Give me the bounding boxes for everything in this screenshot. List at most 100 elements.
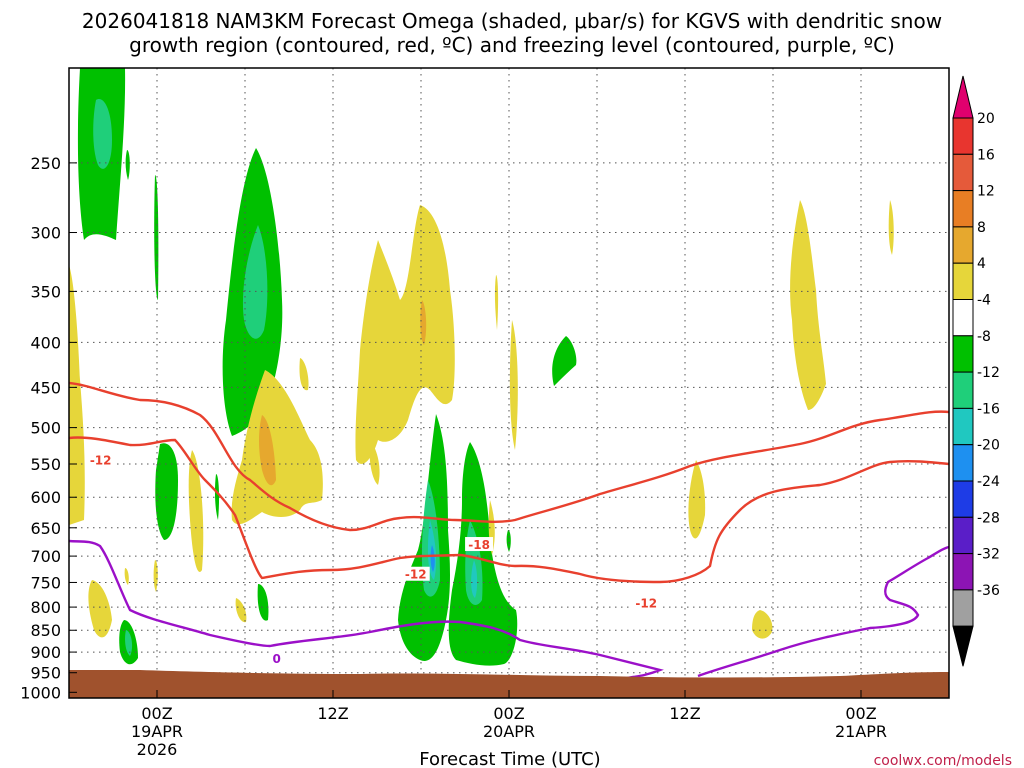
colorbar-label: -24 — [977, 474, 1000, 490]
colorbar-bin — [952, 226, 974, 264]
omega-area-green — [506, 530, 511, 552]
colorbar-label: 8 — [977, 220, 986, 236]
colorbar-bin — [952, 444, 974, 482]
contour-label-bg — [270, 651, 283, 666]
omega-area-teal — [242, 225, 268, 339]
colorbar-label: 20 — [977, 111, 995, 127]
x-tick-label: 2026 — [137, 740, 178, 759]
x-tick-label: 19APR — [131, 722, 183, 741]
omega-area-yellow — [124, 568, 129, 585]
colorbar-top-arrow — [952, 75, 974, 119]
contour-label: -12 — [635, 596, 657, 610]
omega-area-yellow — [231, 370, 323, 525]
gridlines — [69, 68, 949, 698]
omega-area-yellow — [369, 440, 380, 485]
y-axis: 250 300 350 400 450 500 550 600 650 700 750 800 850 9… — [20, 154, 77, 702]
y-tick-label: 300 — [30, 224, 61, 243]
colorbar-bin — [952, 153, 974, 192]
omega-area-yellow — [188, 450, 204, 572]
omega-area-green — [257, 584, 269, 621]
y-tick-label: 350 — [30, 282, 61, 301]
colorbar-bin — [952, 299, 974, 337]
omega-area-yellow — [235, 598, 247, 623]
y-tick-label: 900 — [30, 643, 61, 662]
y-tick-label: 250 — [30, 154, 61, 173]
y-tick-label: 600 — [30, 488, 61, 507]
contour-label: -18 — [468, 538, 490, 552]
y-tick-label: 550 — [30, 455, 61, 474]
omega-area-yellow — [790, 200, 826, 410]
colorbar-bin — [952, 335, 974, 373]
contour-label-bg — [86, 452, 115, 467]
y-tick-label: 850 — [30, 621, 61, 640]
y-tick-label: 500 — [30, 419, 61, 438]
dgz-contour-upper — [69, 381, 949, 532]
omega-area-orange — [259, 415, 276, 486]
omega-area-yellow — [752, 610, 773, 639]
y-tick-label: 650 — [30, 519, 61, 538]
omega-area-green — [214, 474, 220, 520]
dgz-contour-lower — [69, 436, 949, 584]
omega-area-blue — [430, 545, 435, 572]
contour-label-bg — [465, 537, 494, 552]
omega-area-teal — [93, 99, 112, 169]
colorbar-label: -8 — [977, 329, 991, 345]
y-tick-label: 950 — [30, 664, 61, 683]
x-tick-label: 00Z — [493, 704, 524, 723]
omega-area-yellow — [509, 320, 518, 450]
colorbar-bin — [952, 480, 974, 518]
y-tick-label: 750 — [30, 573, 61, 592]
colorbar-label: -36 — [977, 583, 1000, 599]
omega-area-yellow — [494, 275, 499, 330]
omega-area-cyan — [471, 560, 478, 598]
omega-area-yellow — [88, 580, 112, 638]
colorbar-label: -32 — [977, 547, 1000, 563]
x-tick-label: 00Z — [141, 704, 172, 723]
colorbar-bin — [952, 407, 974, 446]
colorbar-label: -16 — [977, 401, 1000, 417]
plot-area: -12 -18 -12 -12 0 — [69, 68, 949, 698]
contour-label: 0 — [273, 652, 281, 666]
contour-label: -12 — [405, 568, 427, 582]
chart-title-line-1: 2026041818 NAM3KM Forecast Omega (shaded… — [82, 9, 942, 33]
freezing-contour-line — [69, 539, 949, 682]
y-tick-label: 450 — [30, 378, 61, 397]
ground-terrain — [69, 670, 949, 698]
y-tick-label: 1000 — [20, 683, 61, 702]
colorbar-bin — [952, 516, 974, 555]
colorbar-bin — [952, 262, 974, 301]
contour-label: -12 — [90, 454, 112, 468]
colorbar-bin — [952, 553, 974, 591]
omega-area-teal — [125, 630, 133, 656]
colorbar-bin — [952, 589, 974, 627]
y-tick-label: 400 — [30, 333, 61, 352]
colorbar-label: -12 — [977, 365, 1000, 381]
x-axis-title: Forecast Time (UTC) — [419, 749, 600, 768]
omega-area-yellow — [299, 358, 309, 391]
colorbar-bin — [952, 371, 974, 409]
omega-area-yellow — [355, 205, 455, 464]
omega-area-green — [448, 442, 518, 666]
colorbar-label: 12 — [977, 184, 995, 200]
omega-area-yellow — [688, 460, 706, 539]
contour-label-bg — [632, 595, 661, 610]
omega-area-green — [552, 336, 577, 386]
colorbar-label: 4 — [977, 256, 986, 272]
colorbar-label: -20 — [977, 438, 1000, 454]
x-tick-label: 20APR — [483, 722, 535, 741]
colorbar: 20 16 12 8 4 -4 -8 -12 -16 -20 -24 -28 -32 -36 — [952, 75, 1000, 667]
omega-area-green — [125, 150, 130, 180]
contour-labels: -12 -18 -12 -12 0 — [86, 452, 661, 666]
x-tick-label: 21APR — [835, 722, 887, 741]
x-tick-label: 00Z — [845, 704, 876, 723]
colorbar-label: -28 — [977, 510, 1000, 526]
colorbar-label: 16 — [977, 147, 995, 163]
freezing-contours — [69, 539, 949, 682]
omega-area-yellow — [888, 200, 894, 255]
colorbar-bin — [952, 190, 974, 228]
x-tick-label: 12Z — [317, 704, 348, 723]
contour-label-bg — [401, 566, 430, 581]
y-tick-label: 700 — [30, 547, 61, 566]
